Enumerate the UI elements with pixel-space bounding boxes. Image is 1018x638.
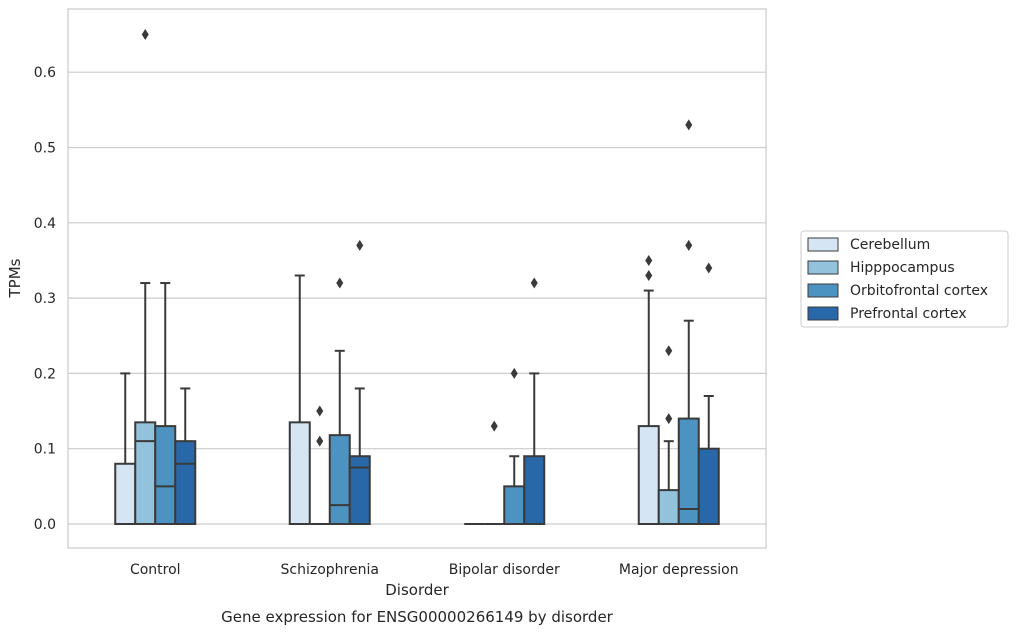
outlier-point [336,277,344,289]
box-body [657,489,680,525]
box-cerebellum [637,254,660,525]
box-orbitofrontal-cortex [328,277,351,525]
x-tick-labels: Control Schizophrenia Bipolar disorder Majo… [130,562,739,578]
legend: Cerebellum Hipppocampus Orbitofrontal cort… [800,230,1009,328]
box-hipppocampus [484,420,505,525]
box-body [134,421,157,525]
box-hipppocampus [309,405,330,525]
boxes [114,29,720,526]
box-body [288,421,311,525]
legend-label: Hipppocampus [850,260,955,276]
x-tick-label: Control [130,562,181,578]
box-body [154,425,177,525]
x-tick-label: Schizophrenia [281,562,379,578]
y-tick-label: 0.3 [34,291,56,307]
outlier-point [316,405,324,417]
x-axis-label: Disorder [385,581,449,599]
outlier-point [665,413,673,425]
box-orbitofrontal-cortex [503,367,526,526]
y-tick-label: 0.5 [34,141,56,157]
outlier-point [141,29,149,41]
box-body [174,440,197,526]
legend-swatch [807,283,839,298]
outlier-point [490,420,498,432]
y-tick-label: 0.1 [34,442,56,458]
legend-swatch [807,306,839,321]
outlier-point [645,270,653,282]
outlier-point [530,277,538,289]
y-tick-label: 0.2 [34,366,56,382]
box-prefrontal-cortex [697,262,720,526]
outlier-point [316,435,324,447]
box-prefrontal-cortex [523,277,546,526]
legend-frame [800,230,1009,328]
chart-title: Gene expression for ENSG00000266149 by d… [221,608,614,626]
box-cerebellum [288,274,311,525]
box-cerebellum [114,372,137,526]
x-tick-label: Bipolar disorder [449,562,560,578]
y-axis-label: TPMs [6,258,24,298]
box-hipppocampus [657,345,680,525]
legend-label: Cerebellum [850,237,930,253]
outlier-point [510,367,518,379]
y-tick-label: 0.0 [34,517,56,533]
y-tick-label: 0.4 [34,216,56,232]
outlier-point [645,254,653,266]
outlier-point [685,239,693,251]
legend-items: Cerebellum Hipppocampus Orbitofrontal cort… [807,237,988,322]
legend-label: Orbitofrontal cortex [850,283,988,299]
box-body [637,425,660,525]
outlier-point [705,262,713,274]
legend-label: Prefrontal cortex [850,306,967,322]
box-body [523,455,546,526]
x-tick-label: Major depression [619,562,739,578]
outlier-point [356,239,364,251]
outlier-point [665,345,673,357]
box-body [697,447,720,526]
y-tick-label: 0.6 [34,65,56,81]
box-prefrontal-cortex [348,239,371,526]
y-tick-labels: 0.0 0.1 0.2 0.3 0.4 0.5 0.6 [34,65,56,533]
box-body [503,485,526,526]
plot-frame [67,8,767,549]
outlier-point [685,119,693,131]
box-prefrontal-cortex [174,387,197,526]
legend-swatch [807,237,839,252]
legend-swatch [807,260,839,275]
box-body [328,434,351,525]
box-body [114,462,137,526]
box-body [348,455,371,526]
